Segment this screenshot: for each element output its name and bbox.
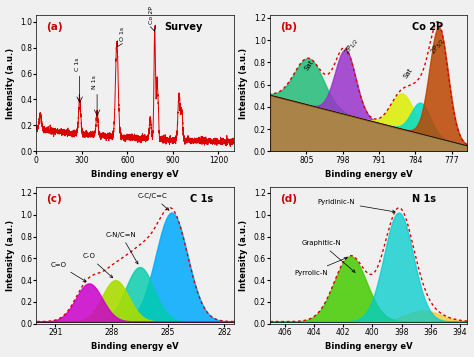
Text: C=O: C=O — [51, 262, 86, 282]
Text: Graphitic-N: Graphitic-N — [301, 240, 355, 272]
Text: O 1s: O 1s — [119, 27, 125, 41]
Text: N 1s: N 1s — [412, 194, 436, 204]
Text: 2P$_{3/2}$: 2P$_{3/2}$ — [428, 36, 447, 57]
X-axis label: Binding energy eV: Binding energy eV — [91, 170, 179, 179]
Text: Pyridinic-N: Pyridinic-N — [317, 199, 395, 213]
X-axis label: Binding energy eV: Binding energy eV — [91, 342, 179, 351]
Y-axis label: Intensity (a.u.): Intensity (a.u.) — [239, 48, 248, 119]
Text: 2P$_{1/2}$: 2P$_{1/2}$ — [343, 36, 362, 57]
Text: C-C/C=C: C-C/C=C — [138, 193, 169, 210]
Text: C-O: C-O — [82, 253, 113, 278]
Text: (b): (b) — [280, 22, 297, 32]
X-axis label: Binding energy eV: Binding energy eV — [325, 170, 412, 179]
Text: C-N/C=N: C-N/C=N — [106, 231, 138, 264]
X-axis label: Binding energy eV: Binding energy eV — [325, 342, 412, 351]
Text: C 1s: C 1s — [75, 57, 80, 71]
Y-axis label: Intensity (a.u.): Intensity (a.u.) — [239, 220, 248, 291]
Text: Pyrrolic-N: Pyrrolic-N — [294, 257, 347, 276]
Y-axis label: Intensity (a.u.): Intensity (a.u.) — [6, 48, 15, 119]
Text: (c): (c) — [46, 194, 62, 204]
Text: Sat: Sat — [304, 59, 315, 71]
Text: Co 2P: Co 2P — [412, 22, 443, 32]
Text: Co 2P: Co 2P — [149, 6, 154, 24]
Text: Survey: Survey — [164, 22, 203, 32]
Y-axis label: Intensity (a.u.): Intensity (a.u.) — [6, 220, 15, 291]
Text: (a): (a) — [46, 22, 63, 32]
Text: (d): (d) — [280, 194, 297, 204]
Text: C 1s: C 1s — [190, 194, 213, 204]
Text: Sat: Sat — [402, 66, 414, 79]
Text: N 1s: N 1s — [91, 75, 97, 89]
